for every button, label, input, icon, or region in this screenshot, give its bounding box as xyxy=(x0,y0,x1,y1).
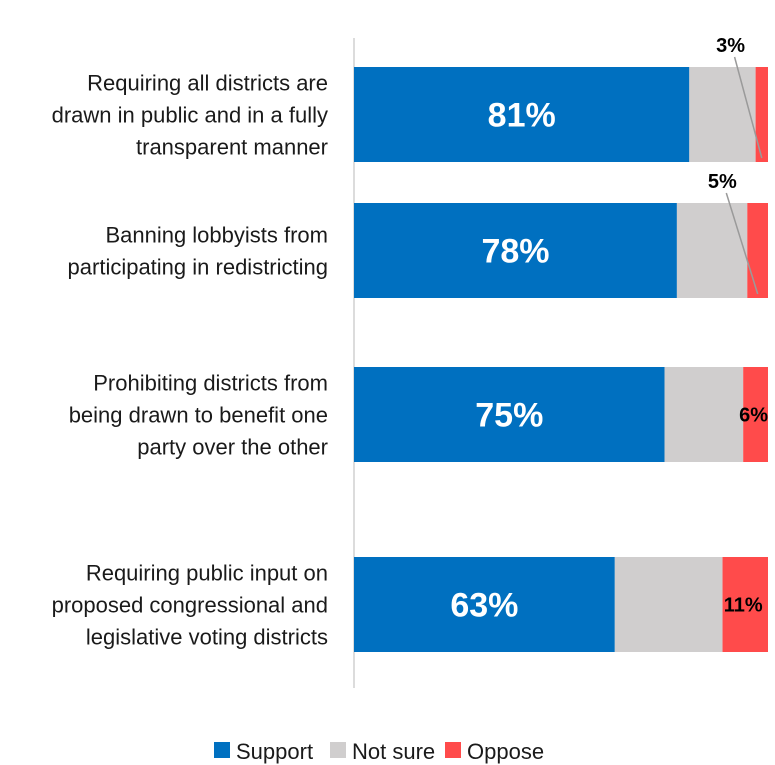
category-label-1: Requiring all districts are drawn in publ… xyxy=(52,71,328,160)
legend-swatch-oppose xyxy=(445,742,461,758)
value-label-support-3: 75% xyxy=(475,397,543,435)
bar-support-2 xyxy=(354,203,677,298)
leader-line-oppose-2 xyxy=(725,192,759,295)
bar-not-sure-4 xyxy=(614,557,723,652)
bar-not-sure-1 xyxy=(689,67,756,162)
category-label-4: Requiring public input on proposed congre… xyxy=(52,561,328,650)
value-label-support-2: 78% xyxy=(481,233,549,271)
legend-label-not-sure: Not sure xyxy=(352,739,435,764)
data-labels: 81% 3% 78% 5% 75% 6% 63% 11% xyxy=(450,35,768,625)
legend: Support Not sure Oppose xyxy=(214,739,544,764)
bar-oppose-4 xyxy=(722,557,768,652)
bar-oppose-1 xyxy=(755,67,768,162)
category-label-3: Prohibiting districts from being drawn to… xyxy=(69,371,328,460)
bars-layer xyxy=(354,67,768,652)
legend-swatch-not-sure xyxy=(330,742,346,758)
bar-not-sure-3 xyxy=(664,367,744,462)
category-labels: Requiring all districts are drawn in publ… xyxy=(52,71,328,650)
value-label-oppose-3: 6% xyxy=(739,405,768,427)
category-label-2: Banning lobbyists from participating in r… xyxy=(68,223,328,280)
bar-not-sure-2 xyxy=(676,203,748,298)
value-label-oppose-4: 11% xyxy=(724,595,763,617)
bar-oppose-2 xyxy=(747,203,768,298)
legend-label-oppose: Oppose xyxy=(467,739,544,764)
legend-label-support: Support xyxy=(236,739,313,764)
value-label-support-4: 63% xyxy=(450,587,518,625)
bar-support-3 xyxy=(354,367,665,462)
bar-oppose-3 xyxy=(743,367,768,462)
bar-support-1 xyxy=(354,67,690,162)
bar-support-4 xyxy=(354,557,615,652)
value-label-support-1: 81% xyxy=(488,97,556,135)
legend-swatch-support xyxy=(214,742,230,758)
value-label-oppose-1: 3% xyxy=(716,35,745,57)
leader-line-oppose-1 xyxy=(733,56,763,159)
value-label-oppose-2: 5% xyxy=(708,171,737,193)
